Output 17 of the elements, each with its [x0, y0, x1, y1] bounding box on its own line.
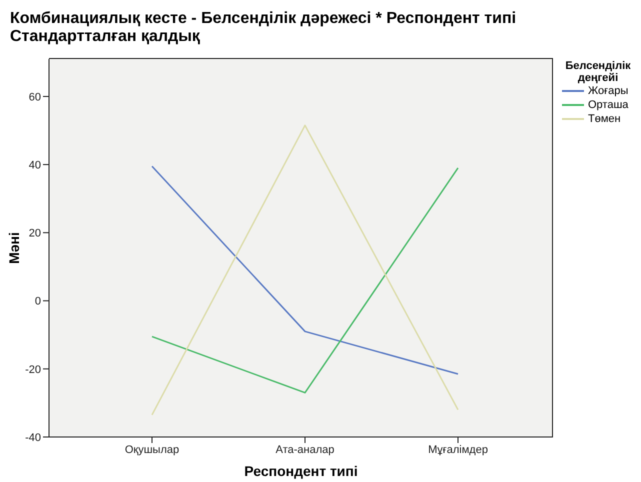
y-tick-label: 40 — [28, 159, 41, 172]
y-tick-label: -40 — [25, 432, 41, 444]
y-axis-title: Мәні — [6, 232, 22, 264]
y-tick-label: 60 — [28, 91, 41, 104]
legend-label: Төмен — [588, 113, 621, 125]
legend-label: Жоғары — [588, 85, 628, 97]
chart-title: Комбинациялық кесте - Белсенділік дәрежесі * Респондент типі — [10, 10, 516, 28]
y-tick-label: 0 — [34, 296, 41, 308]
x-axis-title: Респондент типі — [243, 463, 359, 479]
x-tick-label: Ата-аналар — [276, 444, 334, 456]
legend-label: Орташа — [588, 99, 628, 111]
legend-title: Белсенділік деңгейі — [564, 60, 632, 84]
chart-subtitle: Стандартталған қалдық — [10, 28, 201, 46]
y-tick-label: -20 — [25, 364, 41, 376]
x-tick-label: Мұғалімдер — [428, 444, 488, 456]
y-tick-label: 20 — [28, 228, 41, 240]
x-tick-label: Оқушылар — [124, 444, 180, 456]
